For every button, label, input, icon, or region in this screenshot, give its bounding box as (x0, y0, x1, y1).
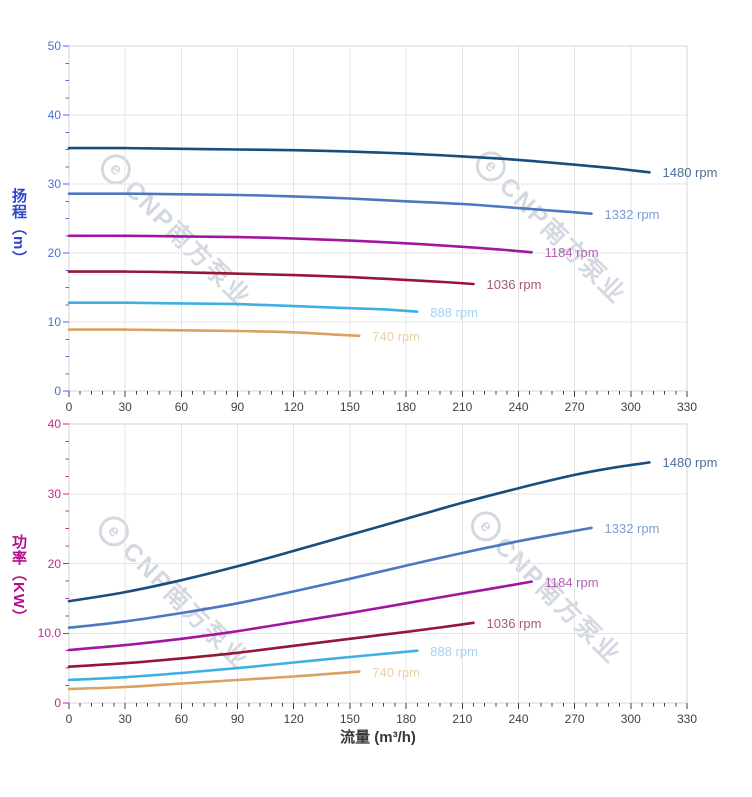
power-axis-title: 功率（KW） (10, 534, 27, 625)
flow-axis-title: 流量 (m³/h) (340, 729, 416, 746)
head-axis-title: 扬程（m） (10, 188, 27, 267)
